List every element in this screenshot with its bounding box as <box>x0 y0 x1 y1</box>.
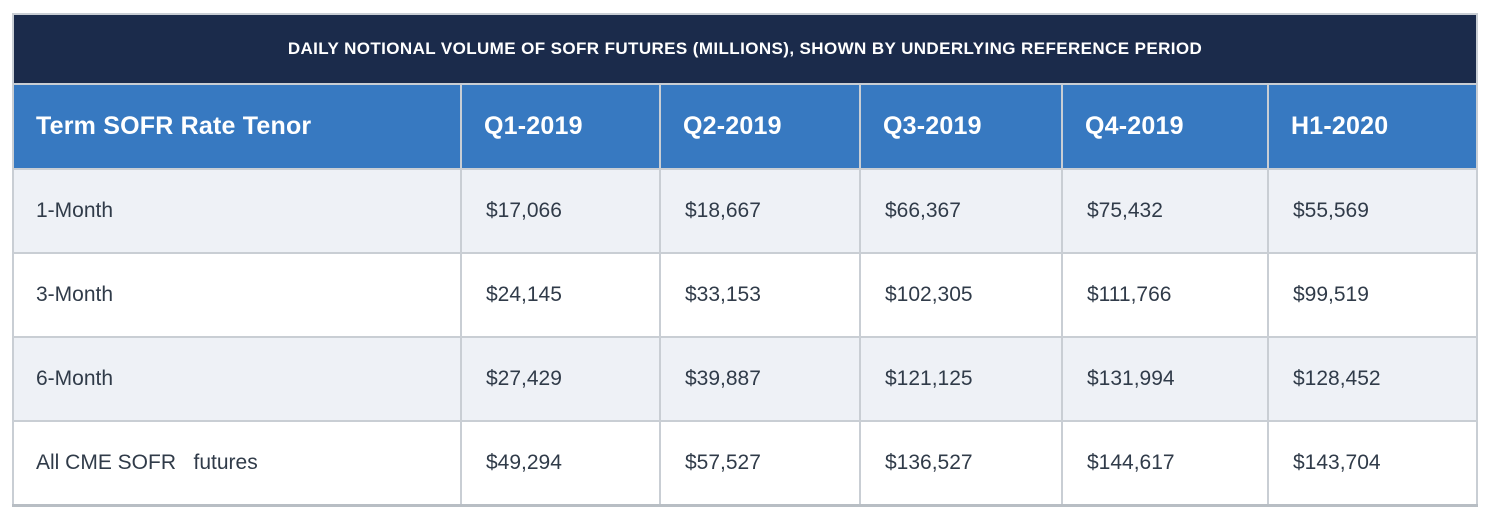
value-cell: $75,432 <box>1061 168 1269 254</box>
value-cell: $24,145 <box>460 252 661 338</box>
table-title: DAILY NOTIONAL VOLUME OF SOFR FUTURES (M… <box>12 13 1478 85</box>
value-cell: $49,294 <box>460 420 661 506</box>
row-label: 1-Month <box>12 168 462 254</box>
value-cell: $143,704 <box>1267 420 1478 506</box>
value-cell: $17,066 <box>460 168 661 254</box>
sofr-futures-table: DAILY NOTIONAL VOLUME OF SOFR FUTURES (M… <box>12 13 1478 507</box>
table-row-6-month: 6-Month $27,429 $39,887 $121,125 $131,99… <box>12 336 1478 422</box>
value-cell: $99,519 <box>1267 252 1478 338</box>
row-label: All CME SOFR futures <box>12 420 462 506</box>
value-cell: $33,153 <box>659 252 861 338</box>
value-cell: $102,305 <box>859 252 1063 338</box>
column-header-h1-2020: H1-2020 <box>1267 83 1478 170</box>
row-label: 6-Month <box>12 336 462 422</box>
column-header-q4-2019: Q4-2019 <box>1061 83 1269 170</box>
column-header-q2-2019: Q2-2019 <box>659 83 861 170</box>
column-header-row: Term SOFR Rate Tenor Q1-2019 Q2-2019 Q3-… <box>12 83 1478 170</box>
value-cell: $39,887 <box>659 336 861 422</box>
value-cell: $128,452 <box>1267 336 1478 422</box>
value-cell: $136,527 <box>859 420 1063 506</box>
value-cell: $131,994 <box>1061 336 1269 422</box>
table-row-3-month: 3-Month $24,145 $33,153 $102,305 $111,76… <box>12 252 1478 338</box>
column-header-q3-2019: Q3-2019 <box>859 83 1063 170</box>
value-cell: $66,367 <box>859 168 1063 254</box>
value-cell: $18,667 <box>659 168 861 254</box>
column-header-q1-2019: Q1-2019 <box>460 83 661 170</box>
value-cell: $27,429 <box>460 336 661 422</box>
row-label: 3-Month <box>12 252 462 338</box>
value-cell: $111,766 <box>1061 252 1269 338</box>
value-cell: $57,527 <box>659 420 861 506</box>
table-row-1-month: 1-Month $17,066 $18,667 $66,367 $75,432 … <box>12 168 1478 254</box>
column-header-tenor: Term SOFR Rate Tenor <box>12 83 462 170</box>
table-title-row: DAILY NOTIONAL VOLUME OF SOFR FUTURES (M… <box>12 13 1478 85</box>
table-row-all-cme-sofr-futures: All CME SOFR futures $49,294 $57,527 $13… <box>12 420 1478 506</box>
value-cell: $121,125 <box>859 336 1063 422</box>
value-cell: $55,569 <box>1267 168 1478 254</box>
value-cell: $144,617 <box>1061 420 1269 506</box>
